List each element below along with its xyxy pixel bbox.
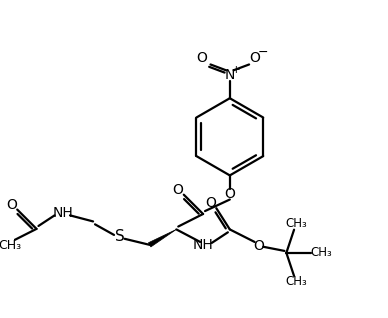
- Text: CH₃: CH₃: [285, 275, 307, 288]
- Polygon shape: [149, 229, 177, 247]
- Text: CH₃: CH₃: [310, 246, 332, 259]
- Text: O: O: [173, 183, 184, 197]
- Text: +: +: [232, 65, 241, 75]
- Text: CH₃: CH₃: [285, 218, 307, 231]
- Text: NH: NH: [193, 238, 213, 252]
- Text: O: O: [205, 197, 216, 211]
- Text: S: S: [115, 229, 125, 244]
- Text: N: N: [225, 68, 235, 82]
- Text: O: O: [224, 187, 235, 201]
- Text: O: O: [196, 51, 207, 65]
- Text: O: O: [249, 51, 260, 65]
- Text: O: O: [253, 239, 264, 253]
- Text: O: O: [6, 198, 17, 212]
- Text: NH: NH: [53, 206, 74, 220]
- Text: −: −: [257, 45, 268, 59]
- Text: CH₃: CH₃: [0, 239, 21, 252]
